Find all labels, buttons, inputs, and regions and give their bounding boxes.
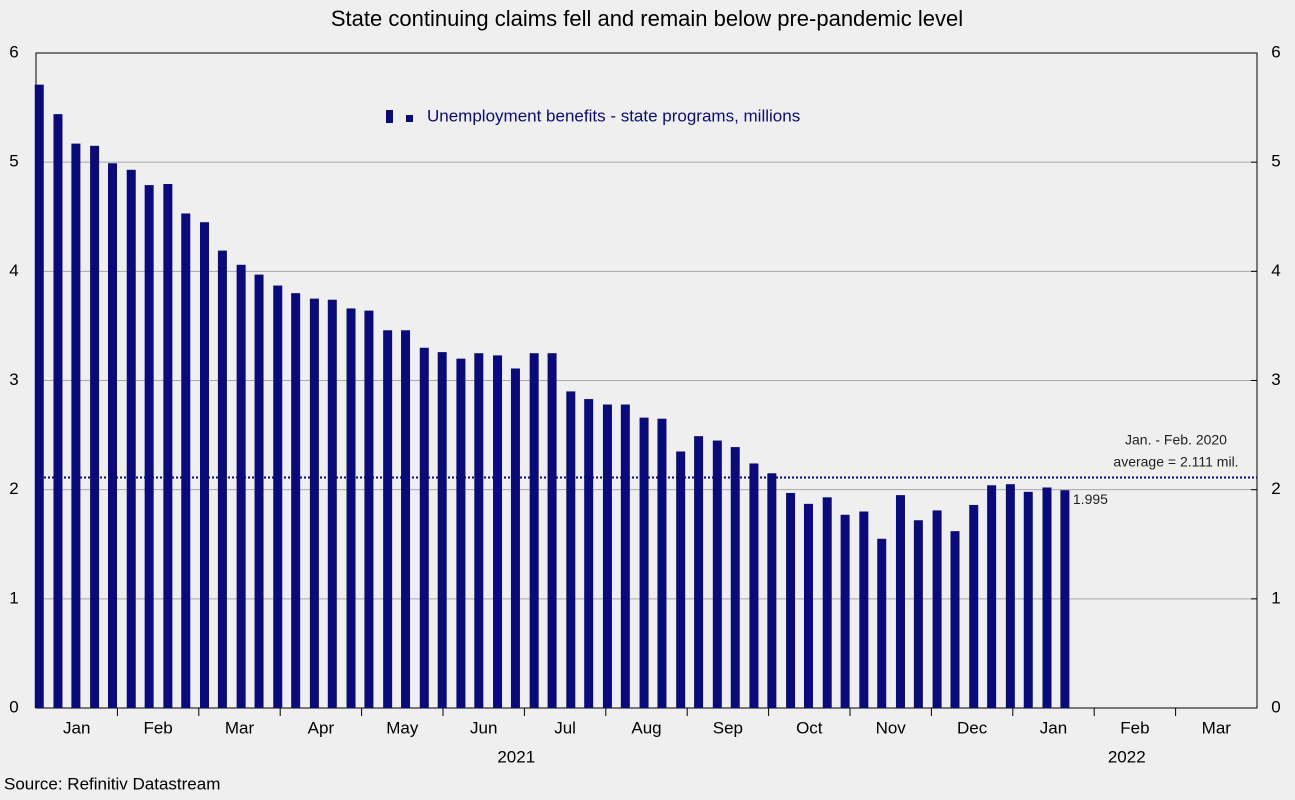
bar	[474, 353, 484, 708]
y-tick-label: 0	[9, 697, 18, 716]
bar	[932, 510, 942, 708]
bar	[987, 485, 997, 708]
bar	[950, 531, 960, 708]
bar	[529, 353, 539, 708]
bar	[53, 114, 63, 709]
x-group-label: 2022	[1108, 747, 1146, 766]
bar	[493, 355, 503, 708]
bar	[1005, 484, 1015, 708]
bar	[364, 310, 374, 708]
x-tick-label: Jan	[1040, 718, 1067, 737]
bar	[694, 436, 704, 708]
x-tick-label: Jun	[470, 718, 497, 737]
y2-tick-label: 4	[1271, 261, 1280, 280]
bar	[327, 299, 337, 708]
legend-swatch	[386, 110, 393, 123]
x-tick-label: Mar	[1202, 718, 1232, 737]
x-tick-label: Nov	[876, 718, 907, 737]
bar	[199, 222, 209, 709]
bar	[877, 538, 887, 708]
bar	[1042, 487, 1052, 708]
x-tick-label: Apr	[308, 718, 335, 737]
bar	[34, 84, 44, 709]
y2-tick-label: 6	[1271, 42, 1280, 61]
bar	[913, 520, 923, 708]
bar	[510, 368, 520, 708]
bar	[236, 264, 246, 708]
x-tick-label: Jul	[554, 718, 576, 737]
x-tick-label: Feb	[1120, 718, 1149, 737]
y2-tick-label: 2	[1271, 479, 1280, 498]
bar	[620, 404, 630, 708]
bar	[126, 169, 136, 708]
source: Source: Refinitiv Datastream	[4, 774, 220, 793]
bar	[859, 511, 869, 708]
bar	[767, 473, 777, 708]
bar	[346, 308, 356, 708]
bar	[456, 358, 466, 708]
bar	[144, 185, 154, 708]
legend-label: Unemployment benefits - state programs, …	[427, 106, 800, 125]
y-tick-label: 1	[9, 588, 18, 607]
y2-tick-label: 3	[1271, 370, 1280, 389]
bar	[90, 145, 100, 708]
bar	[108, 163, 118, 709]
bar	[749, 463, 759, 708]
bar	[163, 184, 173, 708]
bar	[419, 347, 429, 708]
bar	[217, 250, 227, 708]
bar	[803, 503, 813, 708]
bar	[254, 274, 264, 708]
bar	[895, 495, 905, 708]
bar	[547, 353, 557, 708]
bar	[639, 417, 649, 708]
y-tick-label: 3	[9, 370, 18, 389]
bar	[657, 418, 667, 708]
x-tick-label: Dec	[957, 718, 988, 737]
y-tick-label: 4	[9, 261, 18, 280]
bar	[309, 298, 319, 708]
x-tick-label: Mar	[225, 718, 255, 737]
x-tick-label: Sep	[713, 718, 743, 737]
bar	[291, 293, 301, 708]
bar	[822, 497, 832, 708]
legend-swatch	[406, 115, 413, 122]
chart-title: State continuing claims fell and remain …	[331, 6, 963, 31]
y-tick-label: 2	[9, 479, 18, 498]
y-tick-label: 6	[9, 42, 18, 61]
bar	[584, 399, 594, 708]
reference-label: average = 2.111 mil.	[1113, 454, 1238, 470]
y2-tick-label: 0	[1271, 697, 1280, 716]
bar	[1023, 491, 1033, 708]
bar	[676, 451, 686, 708]
x-tick-label: Jan	[63, 718, 90, 737]
bar	[786, 492, 796, 708]
x-tick-label: Oct	[796, 718, 823, 737]
reference-label: Jan. - Feb. 2020	[1125, 432, 1227, 448]
x-tick-label: Feb	[143, 718, 172, 737]
bar	[566, 391, 576, 708]
bar	[401, 330, 411, 708]
bar	[840, 514, 850, 708]
bar	[383, 330, 393, 708]
bar	[969, 504, 979, 708]
bar	[181, 213, 191, 708]
x-tick-label: May	[386, 718, 419, 737]
bar	[712, 440, 722, 708]
bar	[437, 352, 447, 708]
bar	[1060, 490, 1070, 708]
bar	[71, 143, 81, 708]
x-tick-label: Aug	[631, 718, 661, 737]
bar	[273, 285, 283, 708]
y2-tick-label: 5	[1271, 152, 1280, 171]
bar	[602, 404, 612, 708]
bar	[730, 447, 740, 708]
x-group-label: 2021	[497, 747, 535, 766]
data-label: 1.995	[1073, 491, 1108, 507]
y2-tick-label: 1	[1271, 588, 1280, 607]
y-tick-label: 5	[9, 152, 18, 171]
